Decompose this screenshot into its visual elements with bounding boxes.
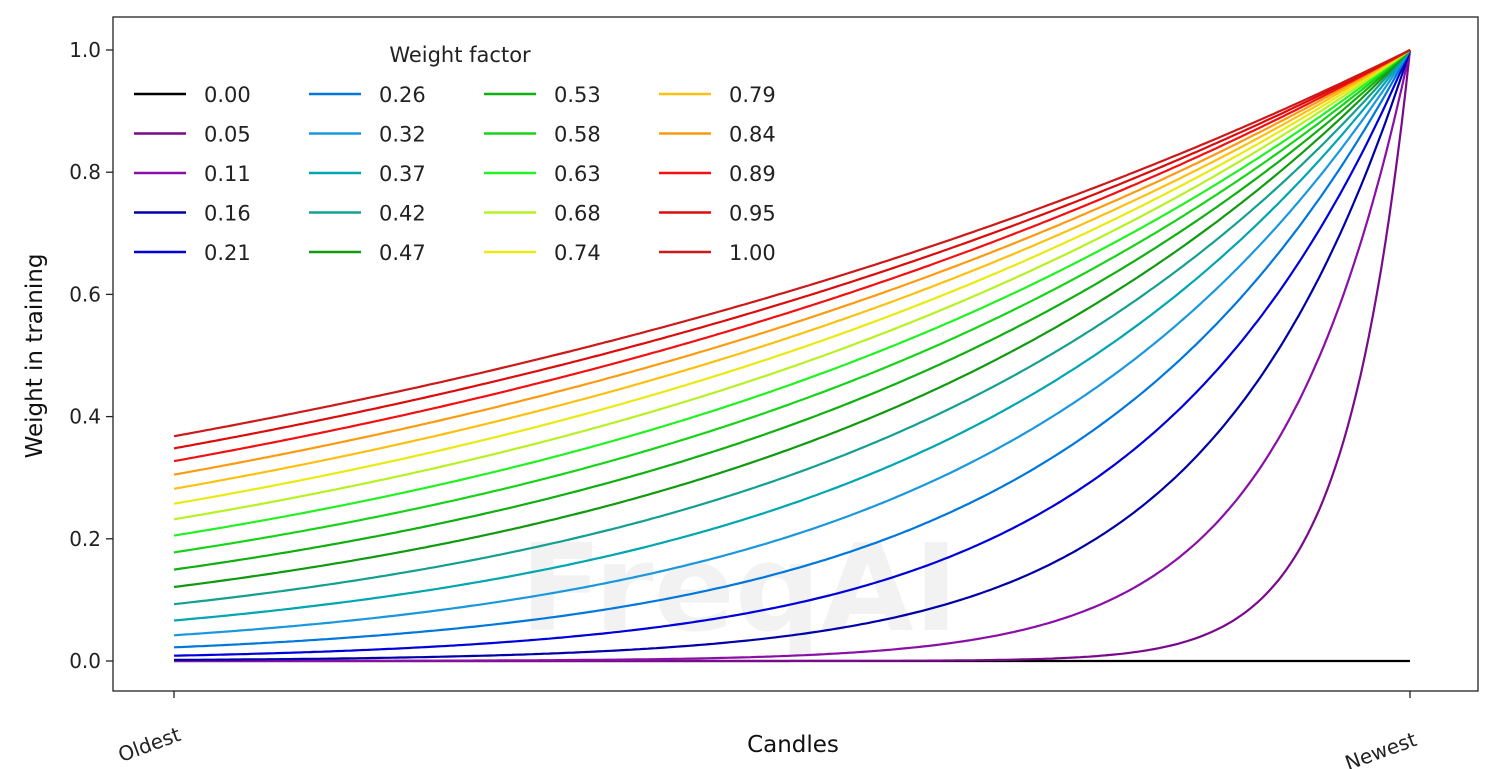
series-line-0.58 xyxy=(173,49,1411,554)
legend-label: 0.63 xyxy=(554,162,601,186)
legend-label: 0.47 xyxy=(379,241,426,265)
series-line-0.63 xyxy=(173,49,1411,537)
legend-label: 0.00 xyxy=(204,83,251,107)
watermark-logo: FreqAI xyxy=(520,520,958,659)
legend-label: 0.68 xyxy=(554,202,601,226)
y-axis: 0.0 0.2 0.4 0.6 0.8 1.0 xyxy=(69,38,113,673)
x-tick-label: Newest xyxy=(1342,727,1420,769)
legend-label: 0.26 xyxy=(379,83,426,107)
legend-label: 0.79 xyxy=(729,83,776,107)
y-tick-label: 1.0 xyxy=(69,38,101,62)
series-line-0.89 xyxy=(173,49,1411,463)
legend-label: 0.42 xyxy=(379,202,426,226)
y-tick-label: 0.6 xyxy=(69,282,101,306)
legend-label: 0.37 xyxy=(379,162,426,186)
y-tick-label: 0.0 xyxy=(69,649,101,673)
series-line-0.11 xyxy=(174,49,1412,663)
series-line-0.32 xyxy=(173,49,1411,637)
legend-label: 0.16 xyxy=(204,202,251,226)
legend-label: 0.53 xyxy=(554,83,601,107)
legend-label: 0.32 xyxy=(379,123,426,147)
series-line-0.47 xyxy=(173,49,1411,589)
series-line-0.42 xyxy=(173,49,1411,606)
plot-frame xyxy=(112,16,1479,692)
series-line-1.00 xyxy=(173,49,1411,438)
series-line-0.37 xyxy=(173,49,1411,622)
series-line-0.68 xyxy=(173,49,1411,521)
legend-label: 0.74 xyxy=(554,241,601,265)
y-tick-label: 0.2 xyxy=(69,527,101,551)
legend-title: Weight factor xyxy=(389,43,531,67)
legend: Weight factor 0.00 0.05 0.11 0.16 0.21 0.26 0.… xyxy=(134,43,776,265)
y-tick-label: 0.8 xyxy=(69,160,101,184)
series-line-0.84 xyxy=(173,49,1411,476)
series-line-0.26 xyxy=(173,49,1411,649)
series-lines xyxy=(173,49,1412,663)
x-tick-label: Oldest xyxy=(115,722,184,767)
series-line-0.53 xyxy=(173,49,1411,571)
series-line-0.95 xyxy=(173,49,1411,450)
legend-label: 1.00 xyxy=(729,241,776,265)
legend-label: 0.05 xyxy=(204,123,251,147)
series-line-0.74 xyxy=(173,49,1411,505)
legend-label: 0.95 xyxy=(729,202,776,226)
y-tick-label: 0.4 xyxy=(69,405,101,429)
y-axis-label: Weight in training xyxy=(22,254,48,459)
legend-label: 0.21 xyxy=(204,241,251,265)
series-line-0.79 xyxy=(173,49,1411,490)
series-line-0.21 xyxy=(173,49,1412,657)
x-axis-label: Candles xyxy=(747,732,839,758)
legend-label: 0.84 xyxy=(729,123,776,147)
series-line-0.16 xyxy=(174,49,1412,662)
legend-label: 0.58 xyxy=(554,123,601,147)
legend-label: 0.89 xyxy=(729,162,776,186)
legend-label: 0.11 xyxy=(204,162,251,186)
